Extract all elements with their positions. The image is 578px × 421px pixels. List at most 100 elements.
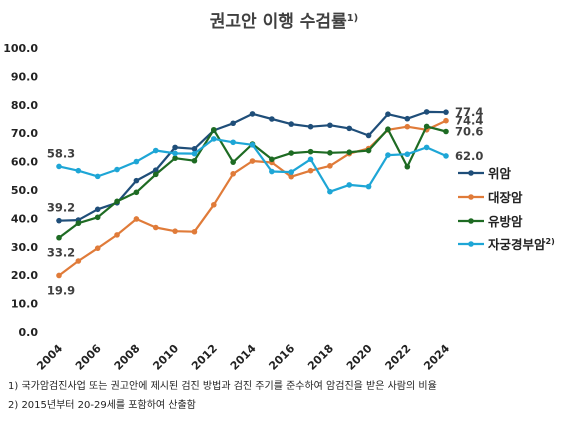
y-tick-label: 10.0 bbox=[11, 298, 38, 311]
data-point bbox=[443, 109, 449, 115]
chart-title: 권고안 이행 수검률1) bbox=[210, 12, 359, 32]
data-label: 74.4 bbox=[455, 114, 483, 128]
y-tick-label: 20.0 bbox=[11, 269, 38, 282]
data-point bbox=[191, 228, 198, 235]
data-point bbox=[133, 189, 140, 196]
data-point bbox=[133, 216, 140, 222]
data-point bbox=[269, 116, 275, 122]
data-point bbox=[346, 182, 353, 188]
data-point bbox=[133, 177, 140, 184]
data-point bbox=[249, 142, 256, 148]
data-point bbox=[191, 150, 198, 157]
data-point bbox=[404, 163, 411, 170]
data-point bbox=[56, 217, 62, 224]
data-label: 33.2 bbox=[47, 246, 75, 260]
legend-label-text: 위암 bbox=[488, 166, 512, 181]
x-tick-label: 2020 bbox=[344, 342, 375, 373]
legend-item-0: 위암 bbox=[458, 166, 512, 181]
data-point bbox=[75, 167, 82, 174]
data-point bbox=[327, 188, 333, 195]
data-label: 62.0 bbox=[455, 149, 483, 163]
legend-footnote-ref: 2) bbox=[546, 237, 555, 246]
legend-swatch-marker bbox=[468, 194, 474, 200]
data-point bbox=[56, 272, 62, 279]
x-tick-label: 2006 bbox=[73, 342, 104, 373]
data-point bbox=[230, 171, 236, 177]
data-point bbox=[404, 151, 411, 158]
data-label: 70.6 bbox=[455, 124, 483, 138]
data-point bbox=[75, 220, 82, 227]
legend-item-2: 유방암 bbox=[458, 214, 523, 229]
data-point bbox=[211, 201, 217, 208]
data-point bbox=[307, 148, 314, 155]
x-tick-label: 2008 bbox=[112, 342, 143, 373]
data-point bbox=[288, 173, 295, 180]
data-point bbox=[346, 125, 353, 132]
legend-item-3: 자궁경부암2) bbox=[458, 237, 555, 252]
data-point bbox=[191, 157, 198, 164]
data-point bbox=[385, 111, 391, 117]
data-point bbox=[152, 167, 159, 173]
series-2 bbox=[56, 123, 449, 241]
x-tick-label: 2004 bbox=[34, 342, 65, 373]
x-tick-label: 2024 bbox=[421, 342, 452, 373]
series-0 bbox=[56, 109, 449, 224]
data-point bbox=[230, 159, 236, 165]
data-point bbox=[404, 123, 411, 130]
legend-label-text: 자궁경부암 bbox=[488, 237, 546, 252]
data-label: 19.9 bbox=[47, 283, 75, 297]
legend-label: 유방암 bbox=[488, 214, 523, 229]
data-point bbox=[172, 155, 178, 161]
data-label: 58.3 bbox=[47, 146, 75, 160]
data-point bbox=[307, 156, 314, 163]
data-point bbox=[152, 224, 159, 231]
legend-label: 대장암 bbox=[488, 190, 523, 205]
data-point bbox=[152, 171, 159, 178]
legend-label-text: 대장암 bbox=[488, 190, 523, 205]
data-point bbox=[191, 146, 198, 152]
data-point bbox=[288, 121, 295, 127]
legend-swatch-marker bbox=[468, 218, 474, 224]
data-point bbox=[114, 232, 120, 238]
data-point bbox=[385, 126, 391, 133]
data-point bbox=[211, 126, 217, 133]
data-point bbox=[94, 206, 101, 213]
chart-title-text: 권고안 이행 수검률 bbox=[210, 12, 347, 32]
data-point bbox=[211, 136, 217, 142]
data-point bbox=[443, 153, 449, 159]
y-tick-label: 30.0 bbox=[11, 241, 38, 254]
legend-label: 위암 bbox=[488, 166, 512, 181]
y-tick-label: 50.0 bbox=[11, 184, 38, 197]
y-tick-label: 70.0 bbox=[11, 127, 38, 140]
data-point bbox=[346, 149, 353, 156]
data-point bbox=[269, 156, 275, 163]
y-tick-label: 90.0 bbox=[11, 70, 38, 83]
data-point bbox=[172, 228, 178, 234]
y-axis: 0.0 10.0 20.0 30.0 40.0 50.0 60.0 70.0 80.0 90.0 1… bbox=[3, 42, 38, 339]
data-point bbox=[288, 169, 295, 175]
data-point bbox=[56, 234, 62, 241]
x-tick-label: 2022 bbox=[383, 342, 414, 373]
data-label: 39.2 bbox=[47, 201, 75, 215]
legend-label-text: 유방암 bbox=[488, 214, 523, 229]
data-point bbox=[423, 109, 430, 115]
data-point bbox=[133, 158, 140, 165]
data-point bbox=[385, 152, 391, 158]
data-point bbox=[56, 163, 62, 170]
data-point bbox=[404, 115, 411, 122]
data-point bbox=[423, 144, 430, 151]
data-point bbox=[230, 139, 236, 146]
data-point bbox=[443, 128, 449, 135]
data-point bbox=[75, 258, 82, 264]
data-point bbox=[249, 158, 256, 164]
data-point bbox=[114, 198, 120, 205]
x-axis: 2004 2006 2008 2010 2012 2014 2016 2018 2020 2022… bbox=[34, 342, 452, 373]
data-point bbox=[94, 245, 101, 252]
data-point bbox=[249, 111, 256, 117]
legend-swatch-marker bbox=[468, 170, 474, 176]
y-tick-label: 0.0 bbox=[19, 326, 39, 339]
data-point bbox=[307, 123, 314, 130]
data-point bbox=[172, 144, 178, 151]
